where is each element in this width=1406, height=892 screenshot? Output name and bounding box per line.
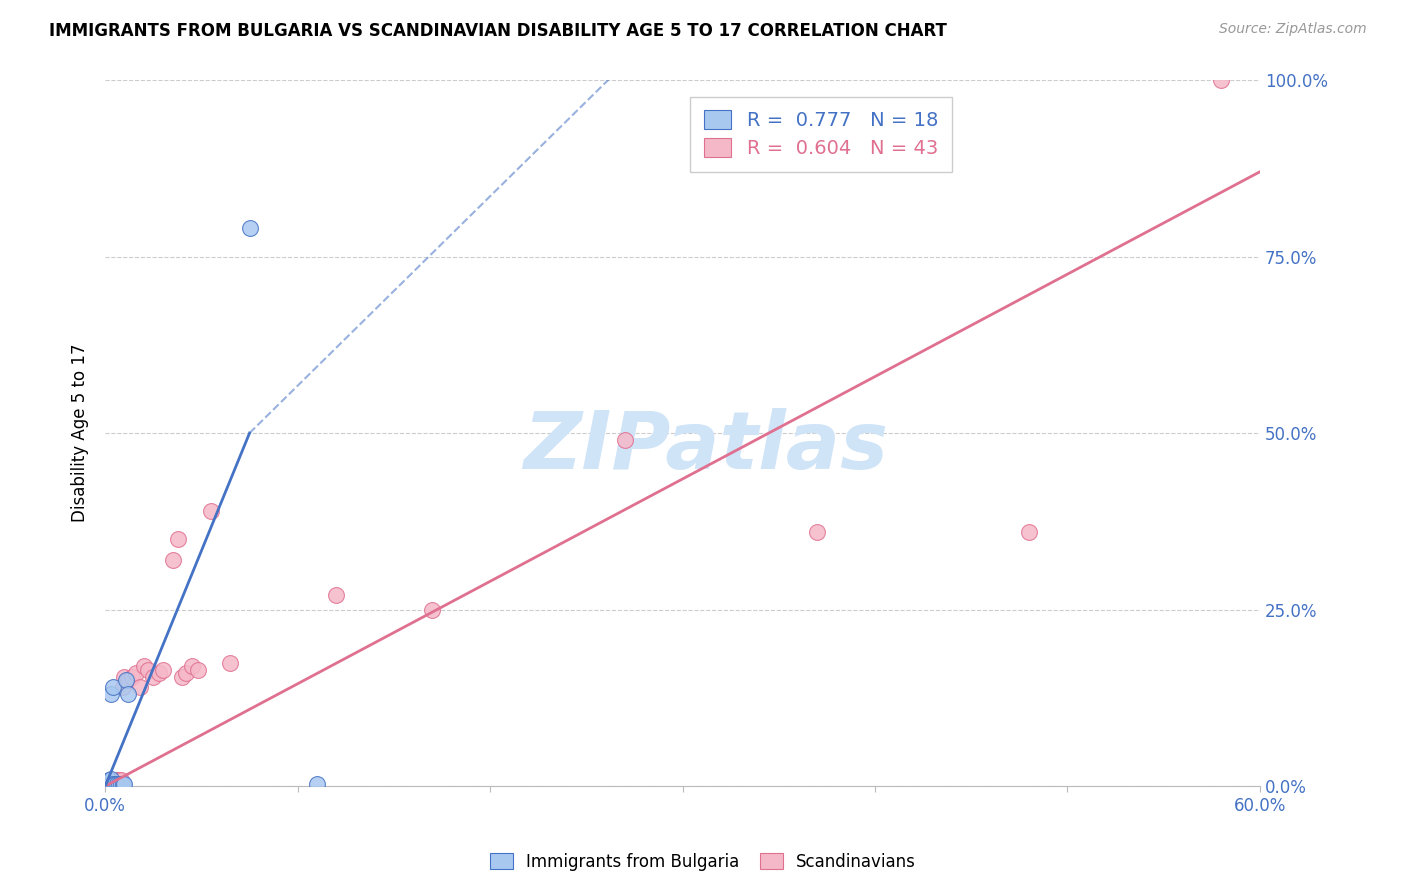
Point — [104, 775, 127, 789]
Point — [107, 777, 129, 791]
Point — [115, 673, 138, 688]
Point — [100, 777, 122, 791]
Point — [121, 670, 143, 684]
Point — [98, 773, 121, 788]
Point — [162, 553, 184, 567]
Point — [100, 772, 122, 786]
Point — [132, 659, 155, 673]
Point — [110, 777, 132, 791]
Point — [806, 524, 828, 539]
Point — [117, 673, 139, 688]
Point — [100, 776, 122, 790]
Point — [305, 777, 328, 791]
Point — [172, 670, 194, 684]
Point — [96, 778, 118, 792]
Text: ZIPatlas: ZIPatlas — [523, 409, 889, 486]
Point — [325, 589, 347, 603]
Point — [174, 666, 197, 681]
Point — [114, 670, 136, 684]
Point — [98, 777, 121, 791]
Point — [98, 775, 121, 789]
Point — [96, 777, 118, 791]
Point — [101, 775, 124, 789]
Legend: Immigrants from Bulgaria, Scandinavians: Immigrants from Bulgaria, Scandinavians — [481, 845, 925, 880]
Point — [96, 778, 118, 792]
Point — [128, 680, 150, 694]
Point — [1211, 73, 1233, 87]
Legend: R =  0.777   N = 18, R =  0.604   N = 43: R = 0.777 N = 18, R = 0.604 N = 43 — [690, 96, 952, 171]
Point — [422, 602, 444, 616]
Point — [105, 775, 128, 789]
Point — [101, 680, 124, 694]
Point — [98, 776, 121, 790]
Point — [107, 772, 129, 787]
Point — [167, 532, 190, 546]
Point — [100, 775, 122, 789]
Point — [148, 666, 170, 681]
Point — [1018, 524, 1040, 539]
Point — [111, 777, 134, 791]
Point — [114, 777, 136, 791]
Point — [187, 663, 209, 677]
Point — [104, 777, 127, 791]
Point — [100, 775, 122, 789]
Point — [200, 504, 222, 518]
Point — [107, 774, 129, 789]
Point — [105, 773, 128, 788]
Point — [613, 433, 636, 447]
Point — [117, 687, 139, 701]
Point — [110, 773, 132, 788]
Point — [104, 774, 127, 789]
Point — [136, 663, 159, 677]
Text: Source: ZipAtlas.com: Source: ZipAtlas.com — [1219, 22, 1367, 37]
Point — [238, 221, 260, 235]
Point — [125, 666, 148, 681]
Point — [180, 659, 202, 673]
Point — [98, 778, 121, 792]
Point — [100, 687, 122, 701]
Point — [105, 777, 128, 791]
Point — [101, 774, 124, 789]
Text: IMMIGRANTS FROM BULGARIA VS SCANDINAVIAN DISABILITY AGE 5 TO 17 CORRELATION CHAR: IMMIGRANTS FROM BULGARIA VS SCANDINAVIAN… — [49, 22, 948, 40]
Point — [152, 663, 174, 677]
Point — [219, 656, 242, 670]
Point — [101, 777, 124, 791]
Point — [101, 776, 124, 790]
Y-axis label: Disability Age 5 to 17: Disability Age 5 to 17 — [72, 343, 89, 523]
Point — [142, 670, 165, 684]
Point — [111, 680, 134, 694]
